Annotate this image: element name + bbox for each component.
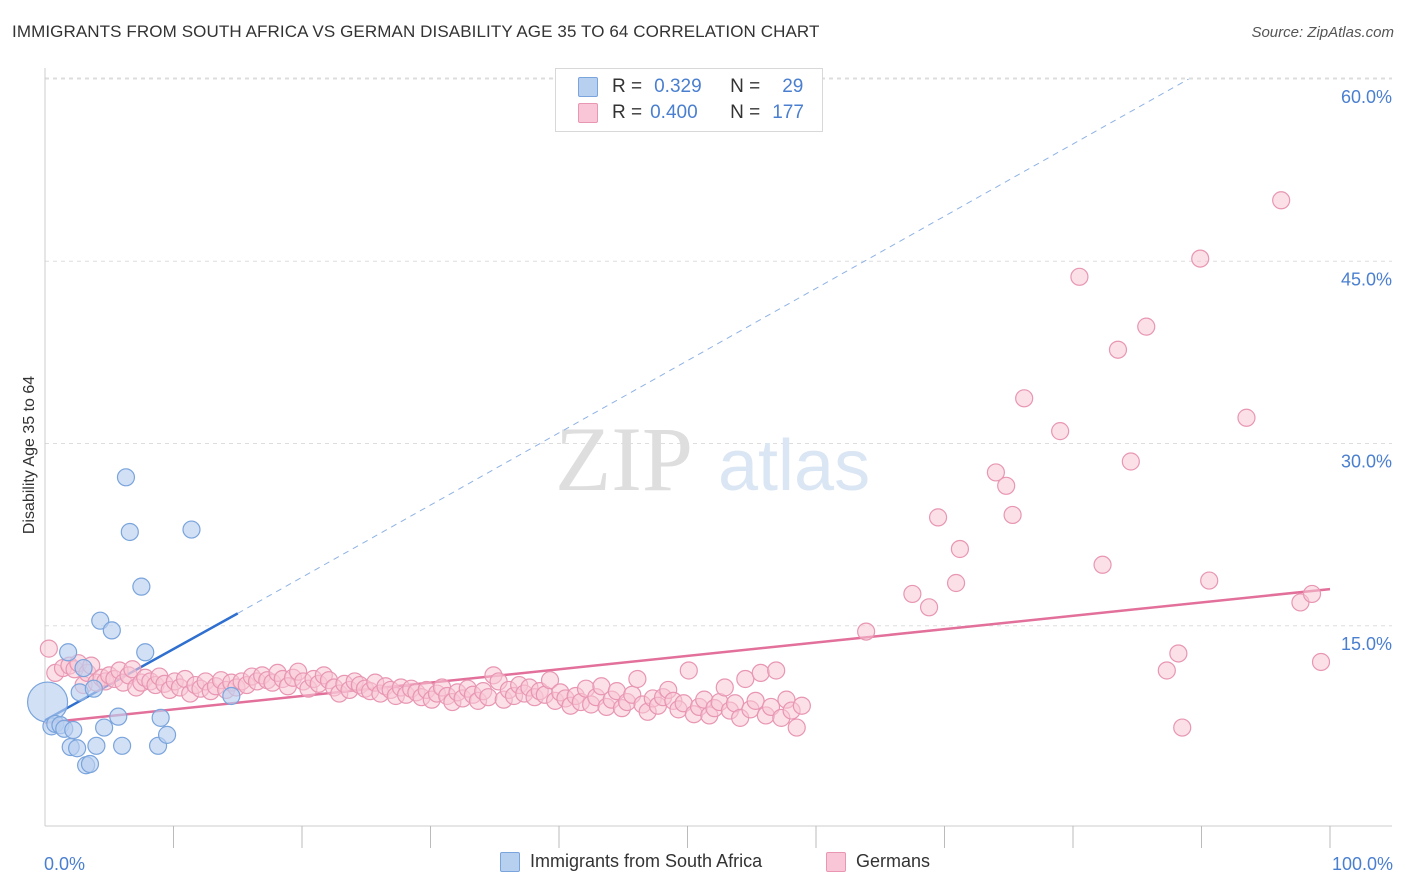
stats-r-label-2: R = — [612, 102, 643, 123]
stats-r-value-2: 0.400 — [650, 102, 698, 123]
germans-point-152 — [986, 463, 1006, 482]
south-africa-point-25 — [151, 708, 170, 727]
south-africa-point-5 — [59, 643, 78, 662]
tick-labels: 15.0% 30.0% 45.0% 60.0% 0.0% 100.0% — [44, 87, 1393, 874]
y-tick-label-15: 15.0% — [1341, 634, 1392, 654]
germans-point-165 — [1191, 249, 1210, 268]
germans-point-148 — [792, 696, 811, 715]
watermark-atlas: atlas — [718, 426, 870, 506]
south-africa-point-18 — [109, 707, 128, 726]
chart-source: Source: ZipAtlas.com — [1251, 24, 1394, 41]
germans-point-173 — [919, 598, 939, 617]
legend-item-south-africa: Immigrants from South Africa — [500, 851, 762, 872]
south-africa-trend-line — [44, 612, 239, 722]
south-africa-point-13 — [84, 679, 103, 698]
x-tick-label-0: 0.0% — [44, 854, 85, 874]
south-africa-point-14 — [87, 736, 106, 755]
germans-points — [39, 191, 1331, 737]
south-africa-point-20 — [116, 468, 136, 487]
germans-point-137 — [736, 669, 755, 689]
germans-point-0 — [39, 639, 58, 658]
south-africa-point-28 — [222, 686, 241, 706]
legend-swatch-pink — [826, 851, 846, 872]
germans-point-164 — [1173, 718, 1192, 737]
south-africa-point-26 — [157, 725, 177, 744]
stats-row-south-africa: R = 0.329 N = 29 — [578, 74, 803, 100]
germans-point-156 — [1051, 422, 1070, 441]
germans-point-163 — [1169, 644, 1188, 663]
stats-n-label-2: N = — [730, 102, 761, 123]
germans-point-155 — [1015, 389, 1034, 408]
watermark-zip: ZIP — [555, 408, 693, 510]
y-tick-label-30: 30.0% — [1341, 452, 1392, 472]
south-africa-points — [26, 468, 241, 775]
legend-item-germans: Germans — [826, 851, 930, 872]
germans-point-160 — [1121, 452, 1140, 471]
south-africa-point-19 — [112, 736, 132, 755]
south-africa-point-21 — [120, 522, 139, 542]
germans-point-157 — [1070, 267, 1089, 286]
y-tick-label-45: 45.0% — [1341, 269, 1392, 289]
south-africa-point-10 — [74, 658, 93, 678]
legend-label-germans: Germans — [856, 851, 931, 871]
south-africa-point-12 — [80, 754, 100, 774]
germans-point-162 — [1157, 661, 1176, 680]
germans-point-167 — [1237, 408, 1256, 427]
germans-point-99 — [540, 671, 560, 690]
germans-point-166 — [1200, 571, 1219, 590]
germans-point-116 — [628, 669, 647, 689]
trend-lines — [44, 78, 1331, 724]
germans-point-172 — [903, 584, 922, 604]
germans-point-158 — [1093, 555, 1112, 574]
stats-swatch-blue — [578, 77, 598, 97]
south-africa-point-16 — [95, 718, 114, 737]
germans-point-17 — [123, 660, 142, 679]
germans-point-150 — [928, 508, 948, 527]
germans-trend-line — [44, 587, 1331, 724]
germans-point-140 — [751, 663, 770, 683]
south-africa-point-0 — [26, 681, 69, 723]
south-africa-point-8 — [68, 739, 87, 758]
south-africa-point-17 — [102, 621, 121, 640]
stats-legend: R = 0.329 N = 29 R = 0.400 N = 177 — [555, 68, 823, 132]
germans-point-133 — [715, 678, 734, 697]
germans-point-149 — [857, 622, 876, 641]
south-africa-point-22 — [132, 577, 151, 596]
bottom-legend: Immigrants from South Africa Germans — [0, 851, 1406, 879]
germans-point-159 — [1108, 340, 1128, 359]
germans-point-161 — [1137, 317, 1156, 336]
germans-point-87 — [479, 688, 498, 707]
germans-point-174 — [946, 573, 966, 593]
germans-point-151 — [950, 539, 970, 559]
germans-point-139 — [746, 691, 765, 710]
south-africa-point-7 — [64, 720, 83, 740]
stats-swatch-pink — [578, 103, 598, 123]
stats-n-value-2: 177 — [772, 102, 804, 123]
legend-swatch-blue — [500, 851, 520, 872]
germans-point-126 — [679, 661, 698, 680]
watermark: ZIP atlas — [555, 408, 870, 510]
germans-point-154 — [997, 476, 1016, 495]
stats-r-value-1: 0.329 — [654, 76, 702, 97]
germans-point-143 — [767, 661, 786, 680]
x-tick-label-100: 100.0% — [1332, 854, 1393, 874]
south-africa-trend-extension — [237, 78, 1189, 614]
stats-row-germans: R = 0.400 N = 177 — [578, 100, 804, 126]
legend-label-south-africa: Immigrants from South Africa — [530, 851, 763, 871]
grid-lines — [45, 77, 1392, 627]
germans-point-147 — [787, 718, 806, 737]
chart-title: IMMIGRANTS FROM SOUTH AFRICA VS GERMAN D… — [12, 22, 820, 41]
south-africa-point-27 — [182, 520, 201, 539]
stats-n-value-1: 29 — [782, 76, 804, 97]
y-tick-label-60: 60.0% — [1341, 87, 1392, 107]
south-africa-point-15 — [91, 611, 110, 630]
south-africa-point-23 — [136, 643, 155, 662]
stats-n-label-1: N = — [730, 76, 761, 97]
germans-point-153 — [1003, 505, 1022, 525]
germans-point-171 — [1311, 652, 1331, 672]
germans-point-168 — [1272, 191, 1291, 210]
germans-point-170 — [1302, 584, 1322, 604]
stats-r-label-1: R = — [612, 76, 643, 97]
